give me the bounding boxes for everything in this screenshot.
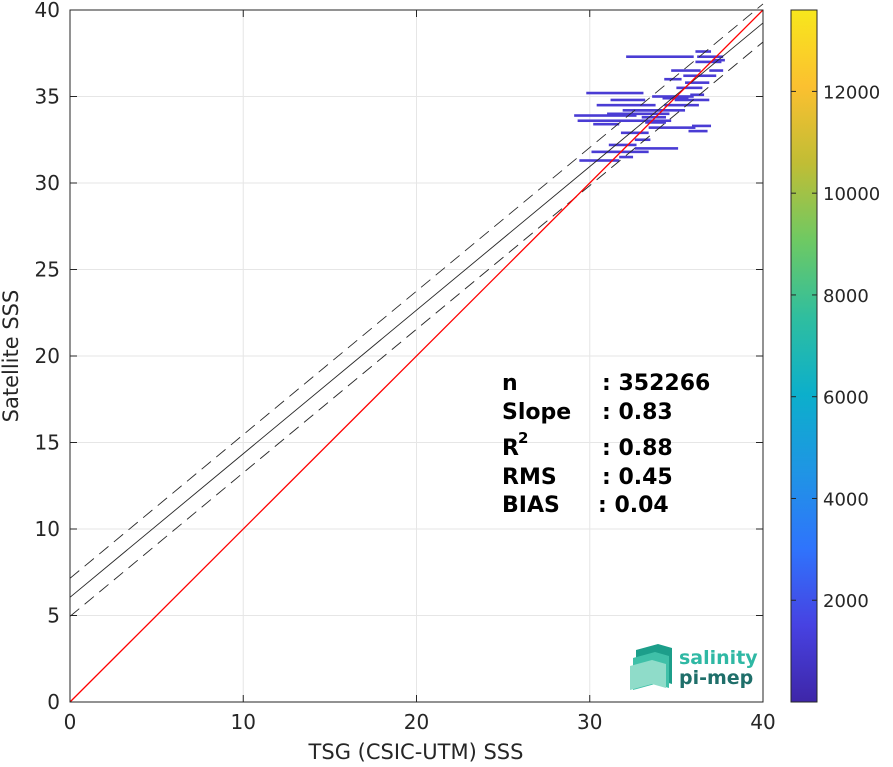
y-tick-label: 20 — [35, 344, 60, 368]
logo-line2: pi-mep — [679, 667, 753, 689]
stat-slope-label: Slope — [502, 400, 571, 425]
fit-lines — [69, 3, 764, 703]
density-cell — [685, 81, 710, 84]
y-tick-label: 35 — [35, 85, 60, 109]
stat-bias-value: : 0.04 — [598, 493, 669, 518]
x-axis-label: TSG (CSIC-UTM) SSS — [308, 740, 524, 764]
density-cell — [664, 77, 682, 81]
density-cell — [664, 103, 699, 107]
axis-ticks: 0 10 20 30 40 0 5 10 15 20 25 30 35 40 — [35, 0, 776, 734]
y-axis-label: Satellite SSS — [0, 290, 23, 423]
y-tick-label: 5 — [47, 604, 60, 628]
stat-r2-value: : 0.88 — [602, 436, 673, 461]
density-cell — [690, 93, 705, 97]
colorbar-tick-label: 2000 — [823, 591, 869, 612]
density-cell — [608, 143, 637, 147]
y-tick-label: 40 — [35, 0, 60, 22]
stat-rms-label: RMS — [502, 465, 557, 490]
y-tick-label: 15 — [35, 431, 60, 455]
density-cell — [607, 112, 670, 116]
stat-n-label: n — [502, 371, 518, 396]
density-cell — [586, 91, 644, 95]
stat-bias-label: BIAS — [502, 493, 560, 518]
density-cell — [709, 69, 724, 72]
confidence-bound-line — [69, 41, 764, 617]
colorbar — [790, 9, 818, 703]
stat-r2-label: R — [502, 436, 519, 461]
y-tick-label: 30 — [35, 171, 60, 195]
x-tick-label: 40 — [750, 710, 775, 734]
x-tick-label: 30 — [577, 710, 602, 734]
stat-r2-sup: 2 — [518, 429, 528, 447]
x-tick-label: 0 — [64, 710, 77, 734]
y-tick-label: 25 — [35, 258, 60, 282]
density-cell — [671, 69, 701, 72]
density-cell — [593, 122, 620, 126]
stat-n-value: : 352266 — [602, 371, 710, 396]
colorbar-ticks: 2000 4000 6000 8000 10000 12000 — [791, 82, 880, 612]
density-cell — [646, 119, 672, 123]
salinity-pi-mep-logo: salinity pi-mep — [630, 644, 758, 690]
stat-slope-value: : 0.83 — [602, 400, 673, 425]
density-cell — [652, 95, 694, 98]
y-tick-label: 10 — [35, 517, 60, 541]
density-cell — [579, 159, 620, 162]
density-cell — [620, 131, 649, 135]
regression-line — [69, 22, 764, 598]
density-cell — [691, 124, 712, 128]
density-cell — [610, 98, 646, 102]
x-tick-label: 10 — [231, 710, 256, 734]
density-cell — [574, 114, 637, 117]
density-cell — [619, 155, 634, 159]
confidence-bound-line — [69, 3, 764, 579]
density-cell — [634, 138, 651, 142]
density-cell — [645, 121, 666, 124]
density-cell — [596, 103, 656, 107]
density-cells — [574, 50, 725, 162]
density-cell — [697, 55, 724, 59]
x-tick-label: 20 — [404, 710, 429, 734]
logo-line1: salinity — [679, 647, 758, 669]
wave-logo-icon — [630, 644, 672, 690]
density-cell — [641, 115, 666, 119]
colorbar-tick-label: 12000 — [823, 82, 880, 103]
stats-box: n : 352266 Slope : 0.83 R 2 : 0.88 RMS :… — [502, 371, 710, 518]
density-cell — [626, 55, 694, 59]
density-cell — [634, 147, 679, 150]
colorbar-tick-label: 8000 — [823, 286, 869, 307]
density-cell — [641, 112, 649, 116]
density-cell — [648, 126, 696, 129]
density-cell — [695, 60, 722, 64]
density-cell — [674, 98, 710, 102]
stat-rms-value: : 0.45 — [602, 465, 673, 490]
density-cell — [622, 109, 663, 112]
density-cell — [577, 119, 651, 123]
one-to-one-line — [69, 9, 764, 703]
density-cell — [676, 86, 703, 90]
y-tick-label: 0 — [47, 690, 60, 714]
colorbar-tick-label: 4000 — [823, 489, 869, 510]
density-cell — [688, 129, 708, 133]
density-cell — [695, 50, 712, 53]
colorbar-tick-label: 10000 — [823, 184, 880, 205]
colorbar-tick-label: 6000 — [823, 388, 869, 409]
